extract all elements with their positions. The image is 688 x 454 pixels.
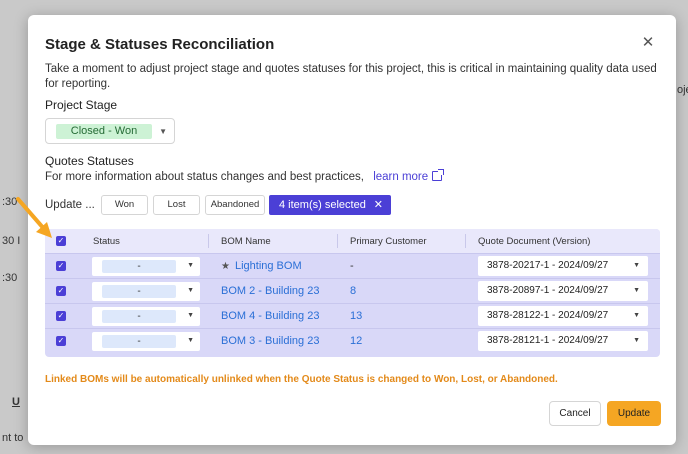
primary-customer-link[interactable]: 13 [350, 310, 363, 322]
bg-fragment: oje [677, 84, 688, 96]
column-header-bom-name: BOM Name [221, 236, 271, 247]
bom-name-link[interactable]: BOM 2 - Building 23 [221, 285, 320, 297]
table-row[interactable]: ✓ - ▼ BOM 3 - Building 23 12 3878-28121-… [45, 328, 660, 353]
bg-fragment: U [12, 396, 20, 408]
status-value: - [102, 285, 176, 298]
quote-document-select[interactable]: 3878-28122-1 - 2024/09/27 ▼ [478, 306, 648, 326]
reconciliation-modal: Stage & Statuses Reconciliation ✕ Take a… [28, 15, 676, 445]
quote-document-select[interactable]: 3878-28121-1 - 2024/09/27 ▼ [478, 331, 648, 351]
bg-fragment: :30 [2, 272, 18, 284]
bulk-lost-button[interactable]: Lost [153, 195, 200, 215]
table-row[interactable]: ✓ - ▼ BOM 4 - Building 23 13 3878-28122-… [45, 303, 660, 328]
quotes-statuses-label: Quotes Statuses [45, 154, 134, 168]
selection-count: 4 item(s) selected [279, 199, 366, 211]
cancel-button[interactable]: Cancel [549, 401, 601, 426]
chevron-down-icon: ▼ [187, 312, 194, 319]
star-icon: ★ [221, 261, 230, 272]
column-header-status: Status [93, 236, 120, 247]
quote-document-value: 3878-28121-1 - 2024/09/27 [487, 335, 609, 346]
status-select[interactable]: - ▼ [92, 282, 200, 301]
primary-customer-link[interactable]: 12 [350, 335, 363, 347]
chevron-down-icon: ▼ [187, 287, 194, 294]
bulk-won-button[interactable]: Won [101, 195, 148, 215]
learn-more-label: learn more [373, 171, 429, 183]
quotes-info-text: For more information about status change… [45, 171, 364, 183]
update-button[interactable]: Update [607, 401, 661, 426]
quote-document-select[interactable]: 3878-20897-1 - 2024/09/27 ▼ [478, 281, 648, 301]
table-row[interactable]: ✓ - ▼ ★ Lighting BOM - 3878-20217-1 - 202… [45, 253, 660, 278]
primary-customer: - [350, 260, 354, 272]
status-select[interactable]: - ▼ [92, 307, 200, 326]
close-icon[interactable]: ✕ [373, 199, 383, 211]
row-checkbox[interactable]: ✓ [56, 286, 66, 296]
chevron-down-icon: ▼ [633, 287, 640, 294]
close-icon[interactable]: ✕ [641, 34, 655, 51]
quotes-info-line: For more information about status change… [45, 169, 445, 183]
unlink-warning: Linked BOMs will be automatically unlink… [45, 374, 558, 385]
column-header-primary-customer: Primary Customer [350, 236, 427, 247]
quotes-table: ✓ Status BOM Name Primary Customer Quote… [45, 229, 660, 357]
column-divider [337, 234, 338, 248]
select-all-checkbox[interactable]: ✓ [56, 236, 66, 246]
status-select[interactable]: - ▼ [92, 257, 200, 276]
column-divider [208, 234, 209, 248]
status-value: - [102, 335, 176, 348]
quote-document-select[interactable]: 3878-20217-1 - 2024/09/27 ▼ [478, 256, 648, 276]
modal-title: Stage & Statuses Reconciliation [45, 36, 275, 53]
quote-document-value: 3878-20897-1 - 2024/09/27 [487, 285, 609, 296]
bulk-update-label: Update ... [45, 199, 95, 211]
external-link-icon [432, 169, 445, 181]
bom-name-text: Lighting BOM [234, 260, 302, 272]
quote-document-value: 3878-20217-1 - 2024/09/27 [487, 260, 609, 271]
annotation-arrow-icon [16, 197, 52, 238]
project-stage-select[interactable]: Closed - Won ▼ [45, 118, 175, 144]
status-value: - [102, 260, 176, 273]
quote-document-value: 3878-28122-1 - 2024/09/27 [487, 310, 609, 321]
learn-more-link[interactable]: learn more [373, 169, 445, 183]
project-stage-value: Closed - Won [56, 124, 152, 139]
modal-description: Take a moment to adjust project stage an… [45, 63, 657, 90]
status-select[interactable]: - ▼ [92, 332, 200, 351]
chevron-down-icon: ▼ [187, 262, 194, 269]
bg-fragment: nt to [2, 432, 24, 444]
table-header: ✓ Status BOM Name Primary Customer Quote… [45, 229, 660, 253]
bom-name-link[interactable]: BOM 4 - Building 23 [221, 310, 320, 322]
row-checkbox[interactable]: ✓ [56, 261, 66, 271]
selection-badge: 4 item(s) selected ✕ [269, 195, 391, 215]
chevron-down-icon: ▼ [633, 262, 640, 269]
bg-fragment: 30 I [2, 235, 21, 247]
chevron-down-icon: ▼ [159, 127, 167, 136]
bg-fragment: :30 [2, 196, 18, 208]
chevron-down-icon: ▼ [633, 337, 640, 344]
bom-name-link[interactable]: BOM 3 - Building 23 [221, 335, 320, 347]
row-checkbox[interactable]: ✓ [56, 311, 66, 321]
bulk-abandoned-button[interactable]: Abandoned [205, 195, 265, 215]
column-header-quote-document: Quote Document (Version) [478, 236, 591, 247]
chevron-down-icon: ▼ [633, 312, 640, 319]
status-value: - [102, 310, 176, 323]
primary-customer-link[interactable]: 8 [350, 285, 357, 297]
table-row[interactable]: ✓ - ▼ BOM 2 - Building 23 8 3878-20897-1… [45, 278, 660, 303]
chevron-down-icon: ▼ [187, 337, 194, 344]
bom-name-link[interactable]: ★ Lighting BOM [221, 260, 302, 272]
row-checkbox[interactable]: ✓ [56, 336, 66, 346]
column-divider [465, 234, 466, 248]
project-stage-label: Project Stage [45, 98, 118, 112]
